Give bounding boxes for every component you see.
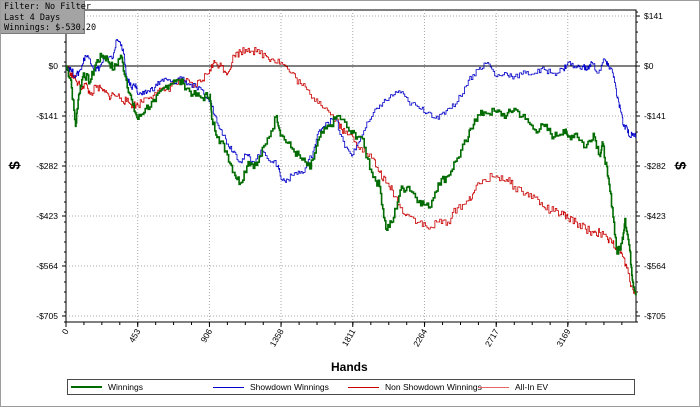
series-line-showdown-winnings <box>66 39 637 183</box>
legend-swatch-allin-ev <box>478 386 509 388</box>
x-tick-label: 453 <box>127 327 143 345</box>
filter-label: Filter: No Filter <box>4 2 91 12</box>
chart-legend: Winnings Showdown Winnings Non Showdown … <box>67 379 635 395</box>
winnings-label: Winnings: $-530.20 <box>4 23 97 33</box>
legend-swatch-winnings <box>71 386 102 388</box>
legend-item-winnings: Winnings <box>71 380 143 394</box>
y-tick-label-left: $0 <box>49 61 59 71</box>
days-label: Last 4 Days <box>4 12 61 23</box>
legend-item-showdown: Showdown Winnings <box>213 380 329 394</box>
y-tick-label-right: -$282 <box>644 161 666 171</box>
x-axis-title: Hands <box>331 360 368 374</box>
y-tick-label-right: $141 <box>644 11 663 21</box>
legend-label-non-showdown: Non Showdown Winnings <box>385 382 482 392</box>
y-tick-label-right: -$564 <box>644 261 666 271</box>
y-tick-label-left: -$705 <box>36 311 58 321</box>
x-tick-label: 906 <box>198 327 214 345</box>
legend-label-allin-ev: All-In EV <box>515 382 549 392</box>
legend-label-showdown: Showdown Winnings <box>250 382 329 392</box>
legend-label-winnings: Winnings <box>108 382 143 392</box>
x-tick-label: 2717 <box>483 327 501 349</box>
y-tick-label-right: $0 <box>644 61 654 71</box>
x-tick-label: 1811 <box>340 327 358 348</box>
y-tick-label-left: -$141 <box>36 111 58 121</box>
legend-swatch-showdown <box>213 386 244 388</box>
legend-item-allin-ev: All-In EV <box>478 380 548 394</box>
y-tick-label-right: -$705 <box>644 311 666 321</box>
x-tick-label: 1358 <box>268 327 286 349</box>
y-tick-label-right: -$141 <box>644 111 666 121</box>
y-tick-label-left: -$564 <box>36 261 58 271</box>
y-axis-title-left: $ <box>6 161 24 170</box>
series-line-winnings <box>66 52 637 296</box>
y-tick-label-right: -$423 <box>644 211 666 221</box>
filter-info-box: Filter: No Filter Last 4 Days Winnings: … <box>1 1 97 34</box>
legend-item-non-showdown: Non Showdown Winnings <box>348 380 482 394</box>
x-tick-label: 0 <box>60 327 71 336</box>
y-tick-label-left: -$282 <box>36 161 58 171</box>
y-tick-label-left: -$423 <box>36 211 58 221</box>
x-tick-label: 2264 <box>411 327 429 349</box>
y-axis-title-right: $ <box>671 161 689 170</box>
x-tick-label: 3169 <box>554 327 572 349</box>
legend-swatch-non-showdown <box>348 386 379 388</box>
